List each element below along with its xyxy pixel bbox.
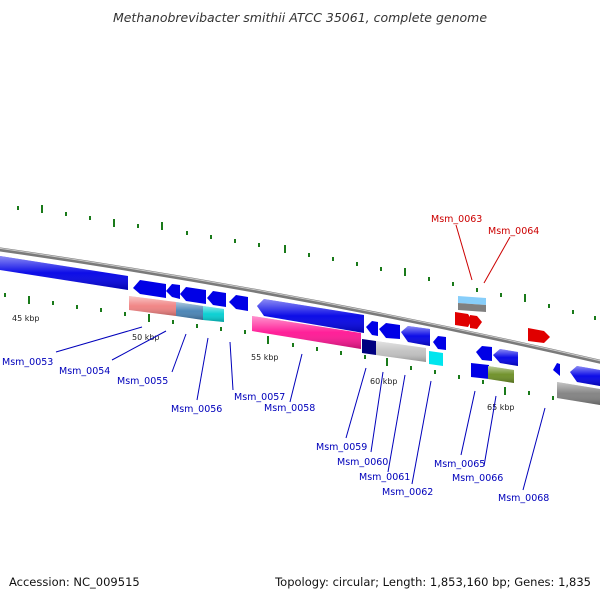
category-block-cyan [429, 351, 443, 366]
map-title: Methanobrevibacter smithii ATCC 35061, c… [113, 10, 487, 25]
gene-label-msm-0063[interactable]: Msm_0063 [431, 214, 482, 225]
kbp-label-45: 45 kbp [12, 314, 40, 323]
genome-backbone [0, 247, 600, 364]
kbp-label-60: 60 kbp [370, 377, 398, 386]
gene-arrow-msm-0068a[interactable] [553, 363, 560, 376]
gene-label-msm-0068[interactable]: Msm_0068 [498, 493, 549, 504]
gene-arrow-msm-0055[interactable] [166, 284, 180, 299]
gene-label-msm-0055[interactable]: Msm_0055 [117, 376, 168, 387]
gene-arrow-msm-0063[interactable] [455, 312, 472, 327]
category-block-navy [362, 339, 376, 355]
gene-label-msm-0058[interactable]: Msm_0058 [264, 403, 315, 414]
leader-lines-reverse [55, 326, 546, 491]
category-block-stack-gray [458, 303, 486, 312]
gene-arrow-msm-0058[interactable] [229, 295, 248, 311]
accession-label: Accession: NC_009515 [9, 575, 140, 589]
forward-strand-genes [455, 312, 550, 343]
gene-arrow-red-right[interactable] [528, 328, 550, 343]
gene-label-msm-0062[interactable]: Msm_0062 [382, 487, 433, 498]
gene-label-msm-0059[interactable]: Msm_0059 [316, 442, 367, 453]
gene-arrow-msm-0057[interactable] [207, 291, 226, 307]
gene-label-msm-0053[interactable]: Msm_0053 [2, 357, 53, 368]
topology-label: Topology: circular; Length: 1,853,160 bp… [274, 575, 591, 589]
gene-label-msm-0066[interactable]: Msm_0066 [452, 473, 503, 484]
gene-arrow-msm-0060[interactable] [366, 321, 378, 336]
gene-arrow-msm-0064[interactable] [470, 315, 482, 329]
category-block-stack-blue [458, 296, 486, 305]
gene-label-msm-0060[interactable]: Msm_0060 [337, 457, 388, 468]
gene-arrow-msm-0065[interactable] [476, 346, 492, 361]
leader-lines-forward [455, 224, 511, 284]
kbp-label-55: 55 kbp [251, 353, 279, 362]
gene-arrow-msm-0056[interactable] [180, 287, 206, 304]
gene-label-msm-0057[interactable]: Msm_0057 [234, 392, 285, 403]
gene-label-msm-0054[interactable]: Msm_0054 [59, 366, 110, 377]
kbp-label-65: 65 kbp [487, 403, 515, 412]
gene-label-msm-0065[interactable]: Msm_0065 [434, 459, 485, 470]
outer-tick-ring [17, 205, 596, 320]
inner-tick-ring [4, 293, 554, 400]
gene-arrow-msm-0061[interactable] [379, 323, 400, 339]
gene-arrow-extra[interactable] [471, 363, 489, 379]
gene-arrow-msm-0054[interactable] [133, 280, 166, 298]
gene-label-msm-0056[interactable]: Msm_0056 [171, 404, 222, 415]
gene-arrow-msm-0063b[interactable] [433, 336, 446, 350]
kbp-label-50: 50 kbp [132, 333, 160, 342]
gene-label-msm-0061[interactable]: Msm_0061 [359, 472, 410, 483]
gene-label-msm-0064[interactable]: Msm_0064 [488, 226, 539, 237]
